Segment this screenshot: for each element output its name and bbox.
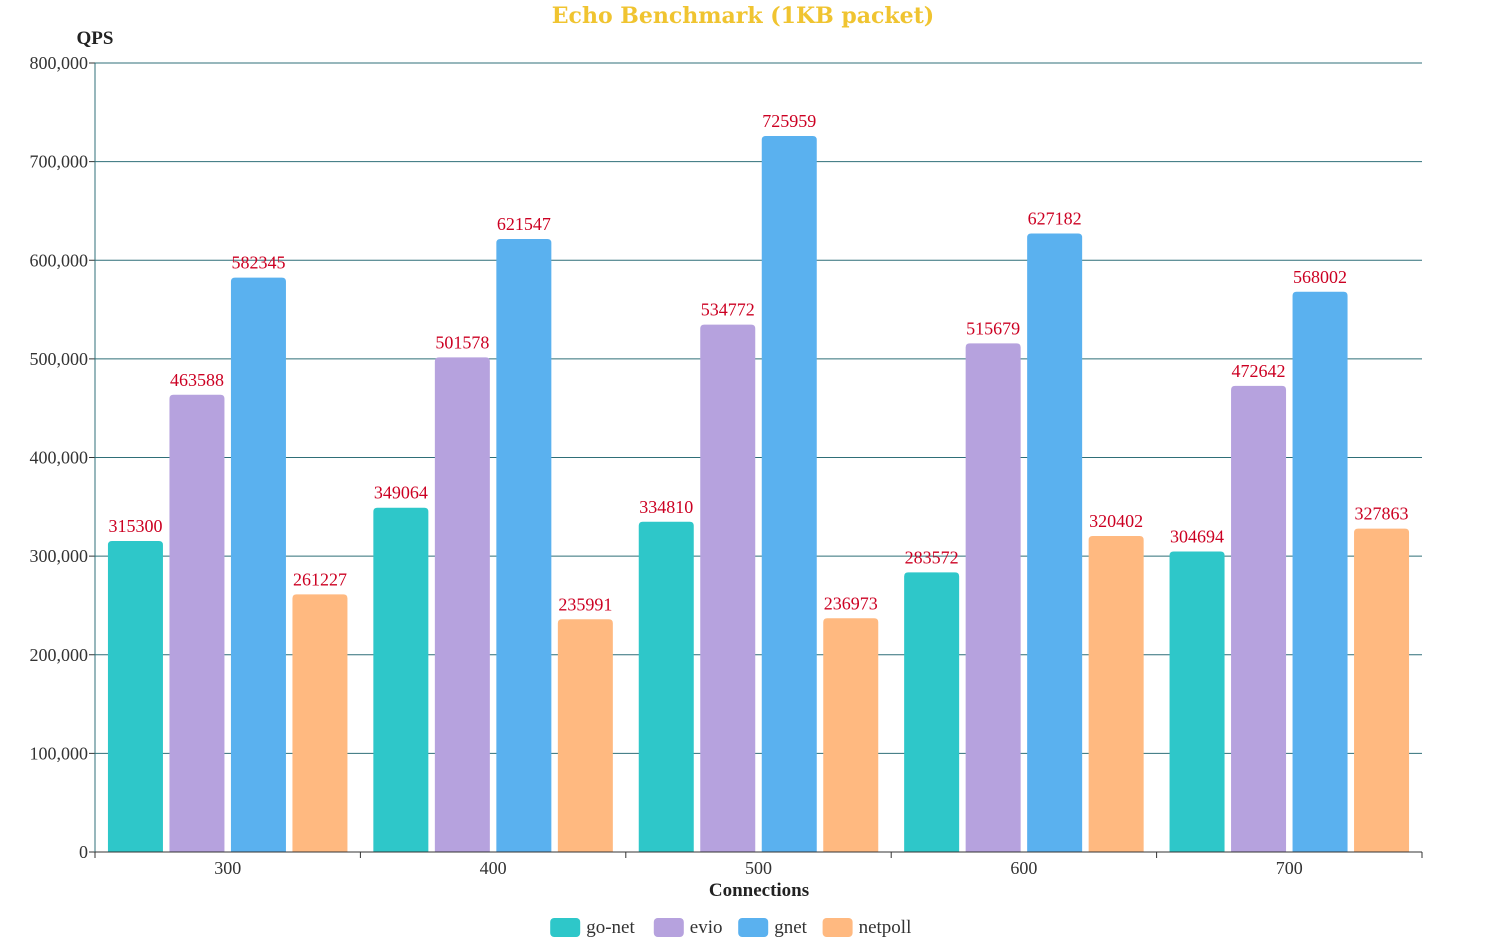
y-tick-label: 200,000 bbox=[30, 645, 89, 665]
bar-gnet[interactable] bbox=[496, 238, 552, 852]
bar-go-net[interactable] bbox=[638, 521, 694, 852]
bar-value-label: 621547 bbox=[497, 214, 551, 234]
legend-item-evio[interactable]: evio bbox=[653, 917, 723, 938]
bar-go-net[interactable] bbox=[107, 541, 163, 852]
x-tick-label: 300 bbox=[214, 858, 241, 878]
bar-value-label: 568002 bbox=[1293, 267, 1347, 287]
bar-gnet[interactable] bbox=[1292, 291, 1348, 853]
bar-value-label: 725959 bbox=[762, 111, 816, 131]
bar-value-label: 501578 bbox=[435, 332, 489, 352]
legend-label: evio bbox=[690, 917, 723, 938]
y-tick-label: 500,000 bbox=[30, 349, 89, 369]
bar-netpoll[interactable] bbox=[292, 594, 348, 852]
bar-gnet[interactable] bbox=[761, 136, 817, 852]
y-tick-label: 0 bbox=[79, 842, 88, 862]
bar-value-label: 349064 bbox=[374, 483, 428, 503]
legend-swatch bbox=[550, 918, 581, 937]
bar-value-label: 627182 bbox=[1028, 208, 1082, 228]
bar-value-label: 334810 bbox=[639, 497, 693, 517]
bar-go-net[interactable] bbox=[904, 572, 960, 852]
chart-title: Echo Benchmark (1KB packet) bbox=[552, 3, 934, 29]
legend-swatch bbox=[822, 918, 853, 937]
bar-value-label: 235991 bbox=[558, 594, 612, 614]
bar-evio[interactable] bbox=[434, 357, 490, 852]
bar-netpoll[interactable] bbox=[1088, 536, 1144, 852]
bar-go-net[interactable] bbox=[373, 507, 429, 852]
bar-value-label: 582345 bbox=[231, 253, 285, 273]
bar-netpoll[interactable] bbox=[557, 619, 613, 852]
y-tick-label: 300,000 bbox=[30, 546, 89, 566]
legend-label: netpoll bbox=[859, 917, 912, 938]
bar-netpoll[interactable] bbox=[1354, 528, 1410, 852]
bar-value-label: 534772 bbox=[701, 300, 755, 320]
axes: 0 100,000 200,000 300,000 400,000 500,000 600,… bbox=[30, 53, 1423, 878]
bar-go-net[interactable] bbox=[1169, 551, 1225, 852]
legend-item-go-net[interactable]: go-net bbox=[550, 917, 635, 938]
legend-swatch bbox=[738, 918, 769, 937]
bars bbox=[107, 136, 1410, 853]
bar-value-label: 283572 bbox=[905, 547, 959, 567]
data-labels: 315300 463588 582345 261227 349064 501578 6215… bbox=[108, 111, 1408, 614]
x-tick-label: 700 bbox=[1276, 858, 1303, 878]
y-axis-label: QPS bbox=[77, 28, 114, 49]
bar-value-label: 315300 bbox=[108, 516, 162, 536]
bar-evio[interactable] bbox=[1231, 385, 1287, 852]
bar-evio[interactable] bbox=[700, 324, 756, 852]
bar-value-label: 236973 bbox=[824, 593, 878, 613]
x-tick-label: 400 bbox=[480, 858, 507, 878]
bar-gnet[interactable] bbox=[1027, 233, 1083, 852]
y-tick-label: 700,000 bbox=[30, 152, 89, 172]
bar-value-label: 515679 bbox=[966, 318, 1020, 338]
bar-value-label: 327863 bbox=[1355, 504, 1409, 524]
bar-value-label: 320402 bbox=[1089, 511, 1143, 531]
bar-gnet[interactable] bbox=[230, 277, 286, 852]
bar-value-label: 463588 bbox=[170, 370, 224, 390]
bar-value-label: 472642 bbox=[1232, 361, 1286, 381]
bar-value-label: 261227 bbox=[293, 569, 347, 589]
legend-label: gnet bbox=[774, 917, 807, 938]
bar-netpoll[interactable] bbox=[823, 618, 879, 852]
bar-evio[interactable] bbox=[965, 343, 1021, 852]
x-axis-label: Connections bbox=[709, 880, 809, 901]
legend-label: go-net bbox=[586, 917, 635, 938]
legend-item-netpoll[interactable]: netpoll bbox=[822, 917, 912, 938]
bar-evio[interactable] bbox=[169, 394, 225, 852]
y-tick-label: 100,000 bbox=[30, 743, 89, 763]
y-tick-label: 600,000 bbox=[30, 250, 89, 270]
legend-item-gnet[interactable]: gnet bbox=[738, 917, 808, 938]
y-tick-label: 400,000 bbox=[30, 448, 89, 468]
x-tick-label: 600 bbox=[1010, 858, 1037, 878]
bar-value-label: 304694 bbox=[1170, 526, 1224, 546]
y-tick-label: 800,000 bbox=[30, 53, 89, 73]
legend-swatch bbox=[653, 918, 684, 937]
legend[interactable]: go-net evio gnet netpoll bbox=[550, 917, 911, 938]
x-tick-label: 500 bbox=[745, 858, 772, 878]
